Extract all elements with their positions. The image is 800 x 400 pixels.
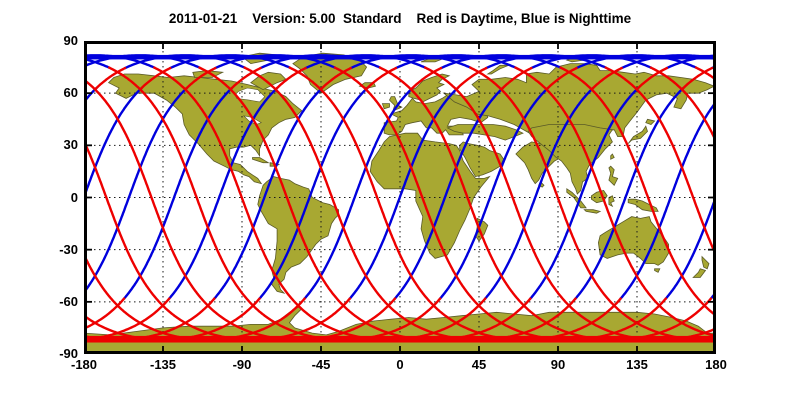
landmass-south-america [257, 176, 339, 294]
landmass-sulawesi [608, 195, 615, 208]
landmass-ireland [381, 103, 390, 110]
ground-track-chart [84, 41, 716, 354]
landmass-new-zealand-north [701, 255, 710, 270]
landmass-honshu [627, 125, 648, 144]
y-tick-label: -60 [59, 293, 78, 309]
x-tick-label: -135 [149, 357, 177, 372]
landmass-india [515, 141, 563, 185]
x-tick-label: 90 [550, 357, 566, 372]
y-tick-label: 60 [63, 85, 78, 101]
landmass-taiwan [610, 153, 615, 160]
landmass-philippines [608, 165, 619, 186]
x-tick-label: 45 [471, 357, 487, 372]
landmass-sumatra [566, 188, 587, 209]
landmass-arabia [459, 141, 505, 178]
plot-area [84, 41, 716, 354]
landmass-cuba [252, 157, 270, 164]
night-polar-band [84, 54, 716, 60]
landmass-new-guinea [627, 198, 659, 212]
plot-border [84, 41, 716, 354]
x-tick-label: -45 [311, 357, 331, 372]
y-tick-label: 30 [63, 137, 78, 153]
y-tick-label: -30 [59, 241, 78, 257]
x-tick-label: 180 [705, 357, 727, 372]
landmass-australia [597, 216, 669, 266]
landmass-java [583, 209, 602, 214]
x-tick-label: -90 [232, 357, 252, 372]
y-tick-label: 0 [70, 189, 78, 205]
x-tick-label: 135 [626, 357, 648, 372]
y-tick-label: -90 [59, 346, 78, 361]
plot-title: 2011-01-21 Version: 5.00 Standard Red is… [168, 11, 632, 26]
daytime-tracks [84, 66, 716, 341]
landmass-tasmania [654, 268, 661, 273]
landmass-new-zealand-south [692, 268, 707, 278]
landmass-greenland [292, 52, 368, 94]
x-tick-label: 0 [396, 357, 404, 372]
y-tick-label: 90 [63, 33, 78, 48]
landmass-hokkaido [645, 118, 656, 125]
x-tick-label: -180 [70, 357, 98, 372]
landmass-novaya-zemlya [486, 64, 509, 75]
